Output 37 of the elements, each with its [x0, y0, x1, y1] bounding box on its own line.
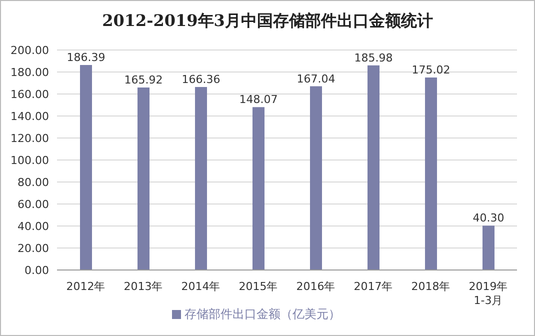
y-tick-label: 200.00: [10, 44, 49, 57]
y-tick-label: 40.00: [18, 220, 49, 233]
y-tick-label: 100.00: [10, 154, 49, 167]
y-tick-label: 0.00: [24, 264, 49, 277]
bar: [80, 64, 92, 270]
legend-label: 存储部件出口金额（亿美元）: [184, 307, 340, 321]
y-tick-label: 80.00: [18, 176, 49, 189]
data-label: 167.04: [296, 72, 336, 86]
y-tick-label: 160.00: [10, 88, 49, 101]
bar: [252, 107, 264, 270]
data-label: 40.30: [472, 212, 504, 225]
x-tick-label: 2014年: [181, 280, 220, 293]
y-tick-label: 20.00: [18, 242, 49, 255]
x-tick-label: 2019年 1-3月: [468, 280, 508, 307]
data-label: 175.02: [412, 63, 450, 76]
x-tick-label: 2013年: [124, 280, 163, 293]
chart-title: 2012-2019年3月中国存储部件出口金额统计: [101, 11, 434, 32]
y-tick-label: 60.00: [18, 198, 49, 211]
x-tick-label: 2017年: [354, 280, 393, 293]
data-label: 166.36: [182, 73, 220, 86]
data-label: 148.07: [239, 93, 278, 106]
x-tick-label: 2015年: [238, 280, 278, 293]
y-tick-label: 180.00: [10, 66, 49, 79]
bar: [310, 86, 322, 270]
bar: [195, 87, 207, 270]
bar: [368, 65, 380, 270]
bar: [425, 77, 437, 270]
data-label: 186.39: [66, 50, 106, 64]
x-tick-label: 2016年: [296, 280, 336, 293]
bar: [138, 87, 150, 270]
x-tick-label: 2018年: [411, 280, 450, 293]
data-label: 165.92: [124, 73, 163, 86]
data-label: 185.98: [354, 51, 393, 64]
y-tick-label: 140.00: [10, 110, 49, 123]
y-tick-label: 120.00: [10, 132, 49, 145]
bar: [482, 226, 494, 270]
x-tick-label: 2012年: [66, 280, 106, 293]
